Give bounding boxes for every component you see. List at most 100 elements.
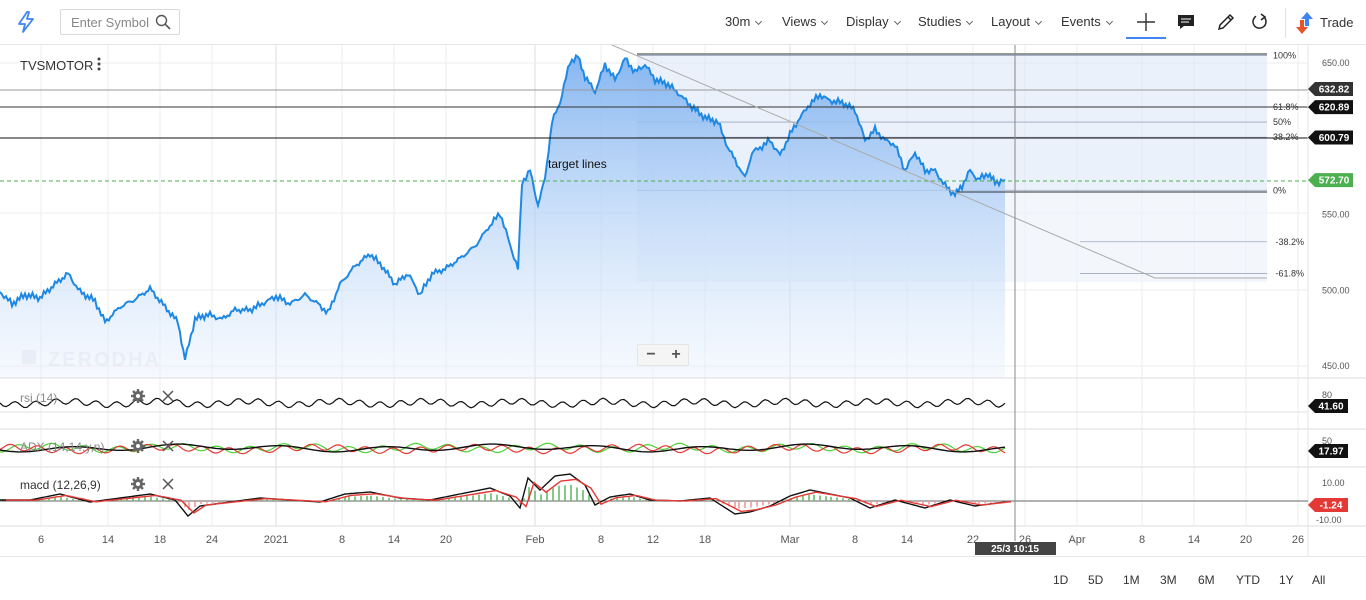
gear-icon[interactable]: [130, 438, 146, 454]
range-5d-button[interactable]: 5D: [1088, 573, 1104, 587]
symbol-search-input[interactable]: [61, 10, 153, 34]
interval-menu[interactable]: 30m: [725, 14, 763, 29]
macd-histogram-bar: [996, 501, 998, 503]
price-chart[interactable]: ZERODHA target lines 100% 61.8% 50% 38.2% 0%…: [0, 45, 1366, 556]
macd-histogram-bar: [978, 501, 980, 504]
target-lines[interactable]: [0, 53, 1308, 193]
macd-histogram-bar: [388, 497, 390, 501]
macd-histogram-bar: [928, 501, 930, 505]
more-vertical-icon[interactable]: [95, 56, 103, 72]
adx-value-badge: [1308, 444, 1348, 458]
macd-value-badge: [1308, 498, 1348, 512]
macd-histogram-bar: [796, 496, 798, 501]
macd-histogram-bar: [622, 497, 624, 501]
gear-icon[interactable]: [130, 476, 146, 492]
toolbar-divider: [1285, 8, 1286, 38]
macd-histogram-bar: [394, 498, 396, 501]
close-icon[interactable]: [160, 438, 176, 454]
trend-line[interactable]: [611, 45, 1156, 279]
rsi-label[interactable]: rsi (14): [20, 391, 58, 405]
macd-histogram-bar: [382, 497, 384, 501]
macd-histogram-bar: [523, 498, 525, 501]
zoom-in-button[interactable]: +: [671, 346, 681, 363]
macd-histogram-bar: [138, 497, 140, 501]
range-3m-button[interactable]: 3M: [1160, 573, 1177, 587]
range-1m-button[interactable]: 1M: [1123, 573, 1140, 587]
studies-menu[interactable]: Studies: [918, 14, 974, 29]
symbol-search-box[interactable]: [60, 9, 180, 35]
macd-histogram-bar: [48, 498, 50, 501]
studies-label: Studies: [918, 14, 962, 29]
macd-histogram-bar: [266, 499, 268, 501]
fib-label: 61.8%: [1273, 102, 1299, 112]
macd-histogram-bar: [430, 500, 432, 501]
time-axis[interactable]: 6 14 18 24 2021 8 14 20 Feb 8 12 18 Mar 8 14 22 26 Apr 8 14…: [38, 534, 1304, 546]
price-badge: [1308, 82, 1353, 97]
adx-label[interactable]: ADX (14,14,y,n): [20, 440, 105, 454]
macd-histogram-bar: [144, 497, 146, 501]
range-1y-button[interactable]: 1Y: [1279, 573, 1294, 587]
range-6m-button[interactable]: 6M: [1198, 573, 1215, 587]
watermark-text: ZERODHA: [48, 349, 161, 371]
events-menu[interactable]: Events: [1061, 14, 1113, 29]
time-tick: 26: [1292, 534, 1304, 546]
annotation-text[interactable]: target lines: [548, 157, 607, 171]
range-all-button[interactable]: All: [1312, 573, 1326, 587]
macd-histogram-bar: [744, 501, 746, 509]
time-tick: 18: [699, 534, 711, 546]
crosshair-button[interactable]: [1126, 8, 1166, 39]
range-ytd-button[interactable]: YTD: [1236, 573, 1260, 587]
time-tick: 18: [154, 534, 166, 546]
macd-histogram-bar: [126, 498, 128, 501]
range-selector-bar: 1D 5D 1M 3M 6M YTD 1Y All: [0, 556, 1366, 600]
search-icon[interactable]: [155, 14, 171, 30]
close-icon[interactable]: [160, 476, 176, 492]
macd-histogram-bar: [168, 499, 170, 501]
pencil-icon[interactable]: [1216, 12, 1236, 32]
macd-histogram-bar: [728, 501, 730, 507]
macd-histogram-bar: [370, 495, 372, 501]
close-icon[interactable]: [160, 388, 176, 404]
indicator-lines: [0, 397, 1308, 517]
price-tick: 450.00: [1322, 361, 1350, 371]
views-menu[interactable]: Views: [782, 14, 829, 29]
comment-icon[interactable]: [1176, 12, 1196, 32]
macd-histogram-bar: [756, 501, 758, 507]
macd-histogram-bar: [540, 494, 542, 501]
macd-histogram-bar: [194, 501, 196, 507]
macd-histogram-bar: [360, 496, 362, 501]
cursor-time-text: 25/3 10:15: [991, 544, 1039, 555]
interval-label: 30m: [725, 14, 751, 29]
views-label: Views: [782, 14, 817, 29]
price-area-fill: [0, 55, 1005, 378]
price-tick: 500.00: [1322, 285, 1350, 295]
macd-histogram-bar: [934, 501, 936, 504]
macd-histogram-bar: [272, 499, 274, 501]
macd-histogram-bar: [716, 501, 718, 502]
macd-histogram-bar: [224, 501, 226, 503]
display-menu[interactable]: Display: [846, 14, 901, 29]
macd-histogram-bar: [773, 501, 775, 504]
undo-icon[interactable]: [1250, 12, 1270, 32]
macd-histogram-bar: [734, 501, 736, 509]
macd-histogram-bar: [162, 498, 164, 501]
gear-icon[interactable]: [130, 388, 146, 404]
macd-histogram-bar: [808, 494, 810, 501]
macd-histogram-bar: [448, 498, 450, 501]
macd-histogram-bar: [218, 501, 220, 503]
macd-label[interactable]: macd (12,26,9): [20, 478, 101, 492]
fib-labels: 100% 61.8% 50% 38.2% 0% -38.2% -61.8%: [1273, 50, 1304, 278]
lightning-icon[interactable]: [14, 10, 38, 34]
time-tick: Mar: [781, 534, 800, 546]
layout-menu[interactable]: Layout: [991, 14, 1043, 29]
macd-histogram-bar: [576, 487, 578, 501]
fib-zone-upper: [637, 54, 1267, 192]
macd-histogram-bar: [990, 501, 992, 503]
macd-histogram-bar: [78, 499, 80, 501]
range-1d-button[interactable]: 1D: [1053, 573, 1069, 587]
macd-histogram-bar: [570, 484, 572, 501]
zoom-out-button[interactable]: −: [646, 346, 656, 363]
macd-histogram-bar: [150, 496, 152, 501]
symbol-title[interactable]: TVSMOTOR: [20, 58, 94, 73]
macd-histogram-bar: [802, 495, 804, 501]
